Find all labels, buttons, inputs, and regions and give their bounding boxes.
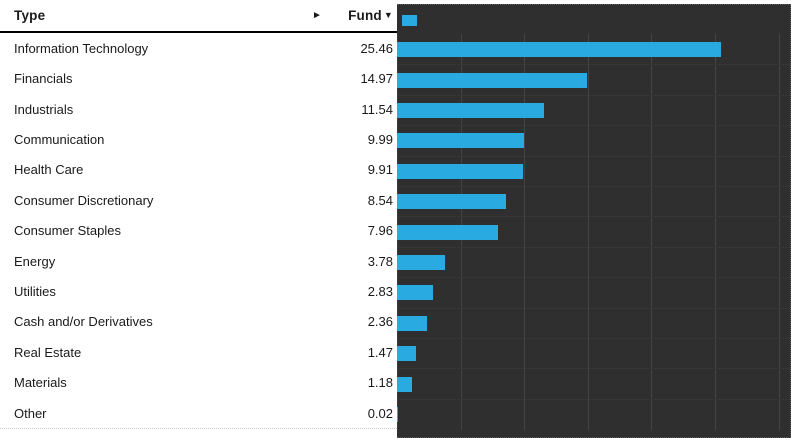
table-header: Type ► Fund ▼	[0, 0, 397, 33]
chart-row	[397, 216, 790, 246]
chart-row	[397, 338, 790, 368]
row-value: 9.99	[367, 131, 393, 147]
row-value: 9.91	[367, 162, 393, 178]
row-value: 11.54	[361, 101, 393, 117]
row-label: Consumer Staples	[14, 223, 121, 239]
fund-bar[interactable]	[397, 41, 721, 57]
fund-bar[interactable]	[397, 285, 433, 301]
table-row: Health Care 9.91	[0, 155, 397, 185]
chart-row	[397, 246, 790, 277]
row-label: Communication	[14, 131, 105, 147]
fund-series-legend-swatch	[402, 15, 417, 26]
table-row: Financials 14.97	[0, 63, 397, 93]
fund-bar[interactable]	[397, 133, 525, 149]
table-row: Utilities 2.83	[0, 276, 397, 306]
row-value: 1.18	[367, 375, 393, 391]
row-value: 1.47	[367, 344, 393, 360]
row-value: 2.83	[367, 283, 393, 299]
fund-bar[interactable]	[397, 315, 427, 331]
gridline	[524, 34, 526, 430]
table-row: Materials 1.18	[0, 367, 397, 397]
fund-bar[interactable]	[397, 376, 412, 392]
row-label: Real Estate	[14, 344, 82, 360]
gridline	[587, 34, 589, 430]
row-label: Other	[14, 405, 47, 421]
table-row: Energy 3.78	[0, 246, 397, 276]
row-label: Health Care	[14, 162, 84, 178]
chart-row	[397, 368, 790, 398]
row-label: Information Technology	[14, 40, 149, 56]
gridline	[651, 34, 653, 430]
fund-column-header: Fund	[348, 8, 382, 23]
chart-row	[397, 64, 790, 94]
row-value: 14.97	[360, 71, 393, 87]
table-rows: Information Technology 25.46 Financials 14.…	[0, 33, 397, 428]
expand-columns-arrow-icon[interactable]: ►	[311, 9, 323, 21]
chart-row	[397, 277, 790, 307]
row-value: 7.96	[367, 223, 393, 239]
allocation-bar-chart	[397, 4, 791, 438]
table-bottom-separator	[0, 428, 397, 430]
table-row: Industrials 11.54	[0, 94, 397, 124]
table-row: Consumer Discretionary 8.54	[0, 185, 397, 215]
table-row: Cash and/or Derivatives 2.36	[0, 307, 397, 337]
row-label: Cash and/or Derivatives	[14, 314, 153, 330]
chart-row	[397, 94, 790, 125]
fund-bar[interactable]	[397, 103, 544, 119]
chart-row	[397, 155, 790, 186]
row-value: 25.46	[360, 40, 393, 56]
table-row: Consumer Staples 7.96	[0, 215, 397, 245]
row-value: 8.54	[367, 192, 393, 208]
row-value: 2.36	[367, 314, 393, 330]
chart-row	[397, 186, 790, 216]
type-column-header: Type	[14, 8, 46, 23]
fund-column-sort-button[interactable]: Fund ▼	[348, 8, 393, 23]
fund-bar[interactable]	[397, 194, 506, 210]
table-row: Communication 9.99	[0, 124, 397, 154]
table-row: Information Technology 25.46	[0, 33, 397, 63]
sort-descending-icon: ▼	[383, 10, 393, 20]
row-label: Materials	[14, 375, 67, 391]
row-label: Energy	[14, 253, 56, 269]
fund-bar[interactable]	[397, 255, 446, 271]
row-value: 0.02	[367, 405, 393, 421]
fund-bar[interactable]	[397, 407, 398, 423]
fund-bar[interactable]	[397, 163, 524, 179]
fund-bar[interactable]	[397, 72, 588, 88]
fund-bar[interactable]	[397, 224, 499, 240]
row-label: Consumer Discretionary	[14, 192, 154, 208]
gridline	[714, 34, 716, 430]
chart-row	[397, 398, 790, 429]
row-label: Utilities	[14, 283, 56, 299]
chart-row	[397, 307, 790, 338]
table-row: Real Estate 1.47	[0, 337, 397, 367]
table-row: Other 0.02	[0, 398, 397, 428]
fund-bar[interactable]	[397, 346, 416, 362]
chart-row	[397, 34, 790, 64]
gridline	[778, 34, 780, 430]
row-label: Industrials	[14, 101, 74, 117]
chart-row	[397, 125, 790, 155]
sector-table: Type ► Fund ▼ Information Technology 25.4…	[0, 0, 397, 430]
row-label: Financials	[14, 71, 73, 87]
row-value: 3.78	[367, 253, 393, 269]
chart-plot-area	[397, 34, 790, 430]
